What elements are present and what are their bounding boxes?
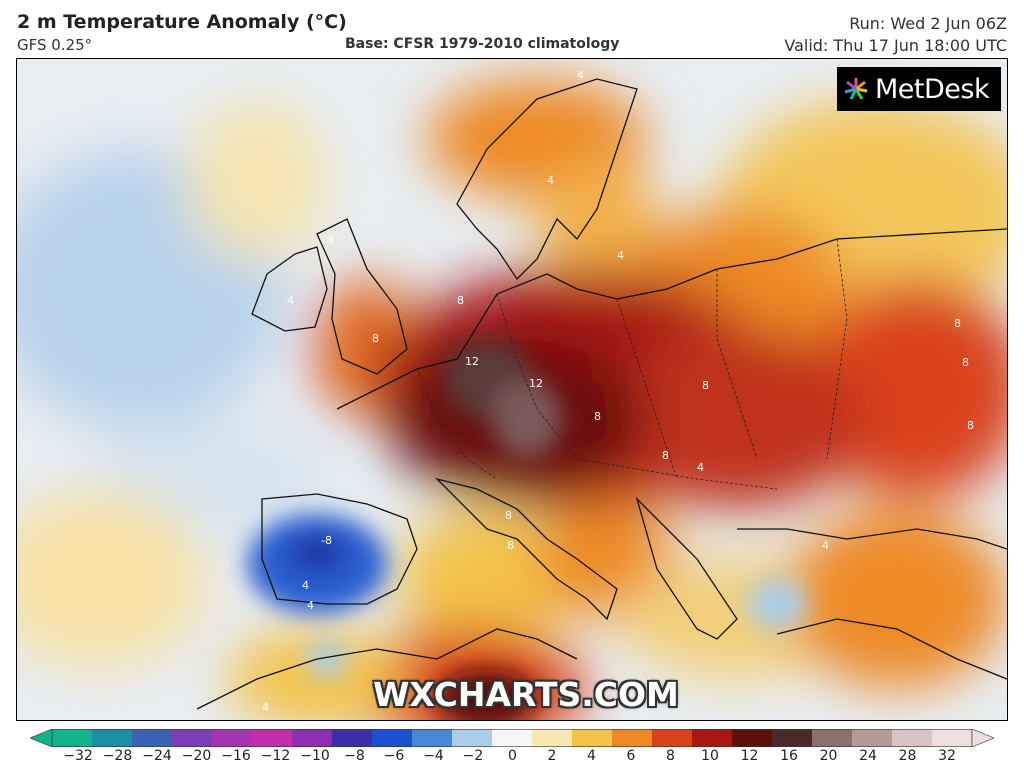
map-label: 4: [697, 461, 704, 474]
colorbar-segment: [212, 729, 253, 747]
colorbar-segment: [852, 729, 893, 747]
colorbar-tick-label: −2: [462, 748, 484, 764]
colorbar-tick-label: 4: [587, 748, 596, 764]
colorbar-tick-label: −6: [383, 748, 405, 764]
colorbar-segment: [172, 729, 213, 747]
colorbar-segment: [692, 729, 733, 747]
map-label: 8: [505, 509, 512, 522]
colorbar-segment: [732, 729, 773, 747]
colorbar-tick-label: 2: [547, 748, 557, 764]
map-label: 12: [529, 377, 543, 390]
colorbar-segments: [51, 729, 973, 747]
colorbar-tick-label: 8: [666, 748, 675, 764]
colorbar-tick-label: 16: [780, 748, 798, 764]
colorbar-segment: [452, 729, 493, 747]
colorbar-tick-label: 12: [740, 748, 759, 764]
colorbar-segment: [92, 729, 133, 747]
map-label: 4: [617, 249, 624, 262]
metdesk-logo-icon: [844, 78, 868, 100]
valid-label: Valid: Thu 17 Jun 18:00 UTC: [784, 36, 1007, 55]
logo-text: MetDesk: [875, 73, 990, 105]
colorbar-tick-label: 28: [898, 748, 917, 764]
borders: [416, 238, 848, 490]
contour-labels: 4 4 4 4 4 8 8 12 12 8 8 8 8 8 8 8 8 -8 4…: [262, 69, 974, 714]
chart-header: 2 m Temperature Anomaly (°C) GFS 0.25° B…: [0, 0, 1024, 58]
colorbar-tick-label: −4: [423, 748, 444, 764]
colorbar-segment: [332, 729, 373, 747]
colorbar-tick-label: −8: [344, 748, 365, 764]
colorbar-segment: [612, 729, 653, 747]
colorbar-segment: [532, 729, 573, 747]
map-label: 4: [307, 599, 314, 612]
map-label: 8: [372, 332, 379, 345]
map-label: 8: [702, 379, 709, 392]
colorbar-tick-label: 6: [626, 748, 636, 764]
map-label: 8: [457, 294, 464, 307]
colorbar-tick-label: 10: [701, 748, 719, 764]
map-label: 4: [822, 539, 829, 552]
map-canvas: 4 4 4 4 4 8 8 12 12 8 8 8 8 8 8 8 8 -8 4…: [17, 59, 1007, 720]
colorbar-segment: [932, 729, 973, 747]
colorbar-tick-label: −24: [142, 748, 172, 764]
map-label: 4: [547, 174, 554, 187]
colorbar-segment: [52, 729, 93, 747]
colorbar-segment: [372, 729, 413, 747]
map-label: 4: [262, 701, 269, 714]
map-label: 4: [287, 294, 294, 307]
colorbar: [30, 729, 994, 747]
map-label: 8: [662, 449, 669, 462]
map-label: 8: [962, 356, 969, 369]
map-label: 4: [577, 69, 584, 82]
colorbar-segment: [412, 729, 453, 747]
map-label: 4: [327, 234, 334, 247]
colorbar-segment: [252, 729, 293, 747]
map-label: 4: [302, 579, 309, 592]
colorbar-tick-label: 0: [508, 748, 517, 764]
map-label: 8: [967, 419, 974, 432]
map-label: 8: [507, 539, 514, 552]
colorbar-ticks: −32 −28 −24 −20 −16 −12 −10 −8 −6 −4 −2 0 2 4 6 8 10 12 16…: [0, 748, 1024, 772]
colorbar-left-arrow: [30, 729, 53, 747]
map-label: 12: [465, 355, 479, 368]
chart-title: 2 m Temperature Anomaly (°C): [17, 11, 347, 33]
map-label: 8: [954, 317, 961, 330]
base-label: Base: CFSR 1979-2010 climatology: [345, 36, 620, 52]
colorbar-tick-label: 20: [819, 748, 838, 764]
map-label: 8: [594, 410, 601, 423]
colorbar-right-arrow: [971, 729, 994, 747]
run-label: Run: Wed 2 Jun 06Z: [849, 14, 1007, 33]
anomaly-map: 4 4 4 4 4 8 8 12 12 8 8 8 8 8 8 8 8 -8 4…: [16, 58, 1008, 721]
anomaly-extremes: [247, 339, 807, 720]
model-label: GFS 0.25°: [17, 36, 93, 54]
colorbar-segment: [772, 729, 813, 747]
colorbar-segment: [492, 729, 533, 747]
map-label: -8: [321, 534, 332, 547]
colorbar-segment: [892, 729, 933, 747]
coastlines: [196, 78, 1007, 710]
colorbar-segment: [132, 729, 173, 747]
colorbar-tick-label: −32: [63, 748, 93, 764]
colorbar-tick-label: −12: [260, 748, 291, 764]
colorbar-tick-label: −10: [300, 748, 330, 764]
colorbar-tick-label: −16: [221, 748, 251, 764]
colorbar-segment: [812, 729, 853, 747]
colorbar-tick-label: 32: [938, 748, 956, 764]
colorbar-tick-label: −28: [102, 748, 133, 764]
watermark: WXCHARTS.COM: [373, 675, 679, 714]
anomaly-field: [17, 79, 1007, 720]
colorbar-segment: [572, 729, 613, 747]
colorbar-segment: [652, 729, 693, 747]
metdesk-logo: MetDesk: [837, 67, 1001, 111]
colorbar-tick-label: 24: [859, 748, 877, 764]
colorbar-segment: [292, 729, 333, 747]
colorbar-tick-label: −20: [181, 748, 212, 764]
